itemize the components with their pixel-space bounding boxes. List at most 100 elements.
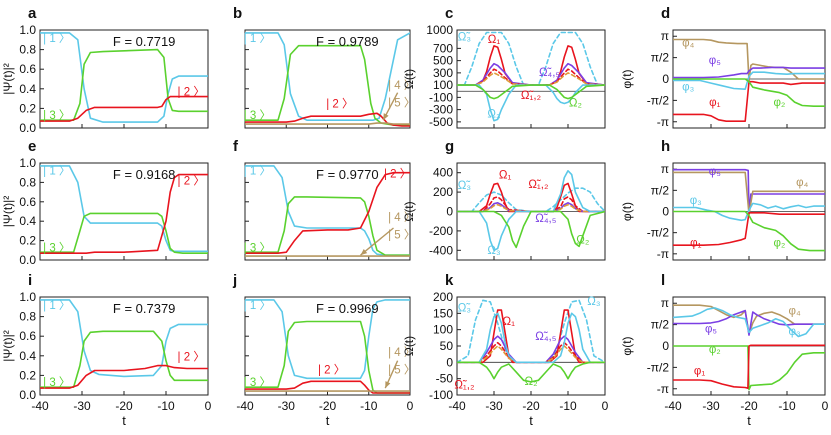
y-tick-label: -π/2 [647, 226, 670, 240]
series-line-2 [40, 364, 208, 389]
series-group [457, 31, 605, 122]
panel-f: f | 1 〉 | 3 〉 | 2 〉 | 4 〉 | 5 〉 F = 0.9770 [233, 138, 415, 261]
fidelity-label: F = 0.9789 [316, 34, 379, 49]
series-group [673, 304, 825, 391]
y-tick-label: 0.2 [19, 234, 36, 248]
y-tick-label: 0.6 [19, 329, 36, 343]
panel-b: b| 1 〉 | 3 〉 | 2 〉 | 4 〉 | 5 〉 F = 0.9789 [233, 5, 415, 129]
y-tick-label: -π/2 [647, 93, 670, 107]
fidelity-label: F = 0.9969 [316, 301, 379, 316]
y-tick-label: 300 [433, 66, 453, 80]
x-tick-label: -30 [702, 399, 720, 413]
series-group [40, 32, 208, 123]
y-tick-label: -200 [429, 224, 453, 238]
curve-label: φ₁ [690, 238, 701, 250]
series-group [40, 165, 208, 254]
series-line-5 [673, 66, 825, 79]
y-tick-label: -500 [429, 115, 453, 129]
panel-letter: h [661, 138, 670, 155]
y-tick-label: π [661, 162, 669, 176]
series-line-3 [40, 212, 208, 254]
curve-label: Ω̃₃ [458, 180, 472, 192]
y-tick-label: 0 [662, 72, 669, 86]
y-tick-label: 100 [433, 78, 453, 92]
series-line-3 [457, 299, 605, 364]
series-line-4 [673, 171, 825, 215]
y-tick-label: -400 [429, 243, 453, 257]
series-line-12 [457, 196, 605, 213]
curve-label: Ω̃₄,₅ [539, 67, 560, 79]
y-tick-label: 150 [433, 306, 453, 320]
curve-label: | 5 〉 [388, 363, 415, 376]
panel-l: l -40 -30 -20 -10 0 -π -π/2 0 π/2 π φ(t) t φ₄ φ₅ φ₃ φ₂ φ₁ [620, 272, 829, 428]
y-tick-label: 0.4 [19, 349, 36, 363]
series-line-1 [40, 32, 208, 123]
y-tick-label: 500 [433, 54, 453, 68]
y-tick-label: -π [657, 382, 669, 396]
panel-k: k-40 -30 -20 -10 0-100-50050100150200Ω(t)tΩ̃… [402, 272, 609, 428]
series-group [40, 299, 208, 389]
x-tick-label: -30 [485, 399, 503, 413]
series-line-5 [673, 309, 825, 336]
y-tick-label: 0 [446, 205, 453, 219]
y-tick-label: 0.6 [19, 62, 36, 76]
y-tick-label: 0.6 [19, 195, 36, 209]
series-group [245, 165, 410, 257]
y-axis-label: Ω(t) [402, 69, 416, 89]
series-line-3 [457, 312, 605, 364]
x-tick-label: -10 [360, 399, 378, 413]
panel-letter: j [232, 272, 237, 289]
series-line-1 [457, 309, 605, 364]
y-tick-label: -300 [429, 103, 453, 117]
panel-letter: g [445, 138, 454, 155]
curve-label: φ₁ [709, 97, 720, 109]
panel-j: j -40 -30 -20 -10 0 t | 1 〉 | 3 〉 | 2 〉 | 4 〉 | 5 〉… [232, 272, 415, 428]
curve-label: φ₃ [690, 195, 702, 207]
curve-label: | 3 〉 [244, 109, 271, 122]
y-tick-label: -100 [429, 388, 453, 402]
series-line-2 [245, 112, 410, 127]
y-tick-label: π [661, 296, 669, 310]
curve-label: φ₅ [705, 323, 717, 335]
y-tick-label: 0 [662, 205, 669, 219]
curve-label: | 2 〉 [384, 168, 411, 181]
curve-label: Ω₃ [587, 296, 601, 308]
series-line-3 [457, 187, 605, 213]
series-line-2 [673, 210, 825, 252]
y-tick-label: 0 [446, 355, 453, 369]
curve-label: Ω₂ [576, 235, 589, 247]
y-tick-label: 0.8 [19, 175, 36, 189]
curve-label: | 1 〉 [244, 165, 271, 178]
series-line-3 [40, 48, 208, 121]
panel-letter: f [233, 138, 239, 155]
panel-letter: l [661, 272, 665, 289]
x-tick-label: -10 [559, 399, 577, 413]
curve-label: φ₅ [709, 55, 721, 67]
series-line-1 [40, 299, 208, 378]
fidelity-label: F = 0.9168 [113, 167, 176, 182]
curve-label: Ω₃ [487, 109, 501, 121]
panel-letter: d [661, 5, 670, 22]
curve-label: | 2 〉 [318, 363, 345, 376]
x-tick-label: -30 [278, 399, 296, 413]
x-tick-label: -40 [236, 399, 254, 413]
y-tick-label: 200 [433, 290, 453, 304]
annotation-arrow [360, 227, 394, 256]
y-tick-label: 1.0 [19, 23, 36, 37]
y-tick-label: 700 [433, 41, 453, 55]
panel-g: g -400 -200 0 200 400 Ω(t) Ω̃₃ Ω₁ Ω̃₁,₂ Ω̃₄,₅ Ω₃ Ω₂ [402, 138, 606, 261]
curve-label: | 5 〉 [388, 96, 415, 109]
curve-label: | 1 〉 [43, 32, 70, 45]
series-line-2 [457, 210, 605, 249]
panel-h: h -π -π/2 0 π/2 π φ(t) φ₅ φ₄ φ₃ φ₁ φ₂ [620, 138, 826, 261]
series-line-2 [673, 345, 825, 391]
x-axis-label: t [747, 413, 751, 428]
y-tick-label: 200 [433, 185, 453, 199]
series-line-3 [673, 71, 825, 90]
curve-label: φ₂ [709, 344, 721, 356]
panel-d: d -π -π/2 0 π/2 π φ(t) φ₄ φ₅ φ₃ φ₁ φ₂ [620, 5, 826, 129]
curve-label: Ω̃₃ [458, 303, 472, 315]
y-tick-label: 0.2 [19, 101, 36, 115]
y-tick-label: -50 [436, 372, 454, 386]
